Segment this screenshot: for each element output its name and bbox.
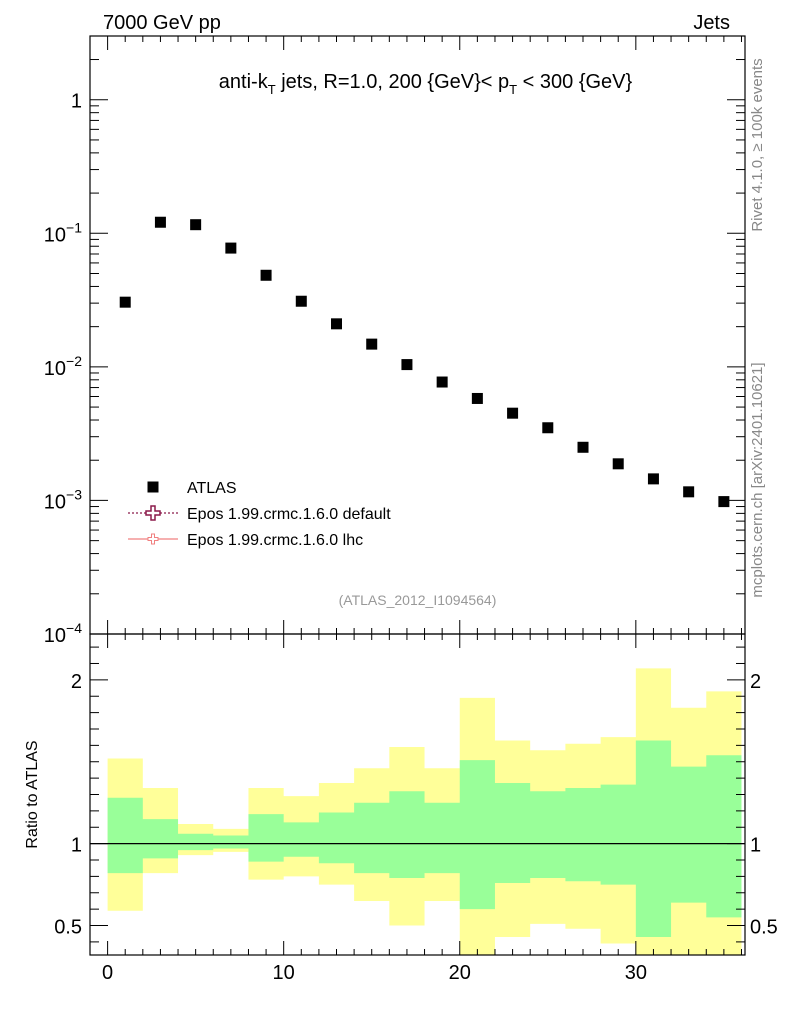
legend-marker-lhc [147,533,159,545]
chart-title: anti-kT jets, R=1.0, 200 {GeV}< pT < 300… [219,71,633,97]
data-point [366,338,378,350]
x-tick-label: 10 [273,962,295,984]
y-tick-label: 10−3 [44,486,82,513]
x-tick-label: 30 [625,962,647,984]
data-point [119,296,131,308]
data-point [190,219,202,231]
x-tick-label: 20 [449,962,471,984]
data-point [331,318,343,330]
data-point [683,486,695,498]
ratio-axis-label: Ratio to ATLAS [24,740,41,848]
data-point [260,269,272,281]
energy-label: 7000 GeV pp [103,12,221,34]
ratio-y-tick-label-left: 1 [71,835,82,857]
legend-label: Epos 1.99.crmc.1.6.0 lhc [187,532,363,549]
analysis-watermark: (ATLAS_2012_I1094564) [339,592,497,608]
data-point [718,496,730,508]
process-label: Jets [693,12,730,34]
y-tick-label: 10−2 [44,353,82,380]
mcplots-label: mcplots.cern.ch [arXiv:2401.10621] [749,362,766,597]
ratio-y-tick-label-left: 0.5 [54,917,82,939]
y-tick-label: 1 [71,91,82,113]
legend-marker-atlas [147,481,159,493]
data-point [436,376,448,388]
legend-label: ATLAS [187,480,237,497]
data-point [542,422,554,434]
main-panel: 1 10−1 10−2 10−3 10−4 anti-kT jets, R=1.0, 20… [44,35,746,647]
data-point [295,295,307,307]
ratio-panel: 0 10 20 30 0.5 0.5 1 1 2 2 Ratio to ATLAS [24,633,778,984]
y-tick-label: 10−4 [44,620,82,647]
legend-label: Epos 1.99.crmc.1.6.0 default [187,506,391,523]
ratio-y-tick-label-left: 2 [71,671,82,693]
ratio-y-tick-label-right: 1 [750,835,761,857]
ratio-y-tick-label-right: 2 [750,671,761,693]
data-point [507,407,519,419]
data-point [225,242,237,254]
rivet-version-label: Rivet 4.1.0, ≥ 100k events [749,58,766,231]
y-tick-label: 10−1 [44,219,82,246]
data-point [647,473,659,485]
data-point [612,458,624,470]
legend: ATLAS Epos 1.99.crmc.1.6.0 default Epos 1.… [128,480,391,549]
data-point [154,216,166,228]
inner-uncertainty-band [107,740,742,937]
legend-marker-default [145,505,161,521]
x-tick-label: 0 [102,962,113,984]
data-point [401,359,413,371]
ratio-y-tick-label-right: 0.5 [750,917,778,939]
data-point [471,392,483,404]
data-point [577,441,589,453]
